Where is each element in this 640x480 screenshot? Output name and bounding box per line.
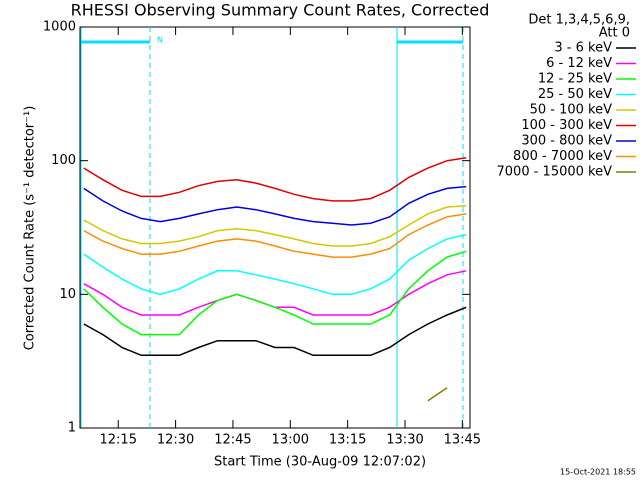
x-tick-label: 13:00 [272, 433, 309, 448]
x-tick-label: 12:30 [157, 433, 194, 448]
footer: 15-Oct-2021 18:55 [560, 468, 636, 477]
series-line [83, 213, 467, 258]
y-tick-label: 1000 [43, 20, 76, 35]
legend-title: Att 0 [599, 26, 630, 41]
legend-title: Det 1,3,4,5,6,9, [528, 13, 630, 28]
series-line [83, 204, 467, 247]
series-line [83, 306, 467, 357]
legend-label: 7000 - 15000 keV [497, 165, 613, 180]
series-line [83, 157, 467, 202]
x-tick-label: 12:15 [100, 433, 137, 448]
legend-label: 3 - 6 keV [554, 41, 612, 56]
legend-label: 25 - 50 keV [538, 87, 612, 102]
legend-label: 300 - 800 keV [521, 134, 612, 149]
legend-label: 50 - 100 keV [530, 103, 613, 118]
plot-frame [79, 26, 471, 429]
annotation: N [157, 36, 163, 45]
chart-title: RHESSI Observing Summary Count Rates, Co… [71, 1, 490, 20]
series-line [83, 250, 467, 336]
y-tick-label: 10 [59, 287, 76, 302]
eclipse-markers [80, 27, 464, 428]
series-line [83, 185, 467, 226]
legend-label: 6 - 12 keV [546, 56, 612, 71]
x-tick-label: 13:15 [329, 433, 366, 448]
series-line [427, 387, 448, 402]
series-line [83, 233, 467, 296]
legend-label: 800 - 7000 keV [513, 149, 612, 164]
x-tick-label: 13:45 [444, 433, 481, 448]
series-line [83, 270, 467, 316]
x-tick-label: 12:45 [214, 433, 251, 448]
legend-label: 100 - 300 keV [521, 118, 612, 133]
y-tick-label: 100 [51, 153, 76, 168]
legend-label: 12 - 25 keV [538, 72, 612, 87]
x-axis-label: Start Time (30-Aug-09 12:07:02) [214, 455, 426, 470]
y-tick-label: 1 [68, 421, 76, 436]
x-tick-label: 13:30 [386, 433, 423, 448]
y-axis-label: Corrected Count Rate (s⁻¹ detector⁻¹) [23, 106, 38, 351]
